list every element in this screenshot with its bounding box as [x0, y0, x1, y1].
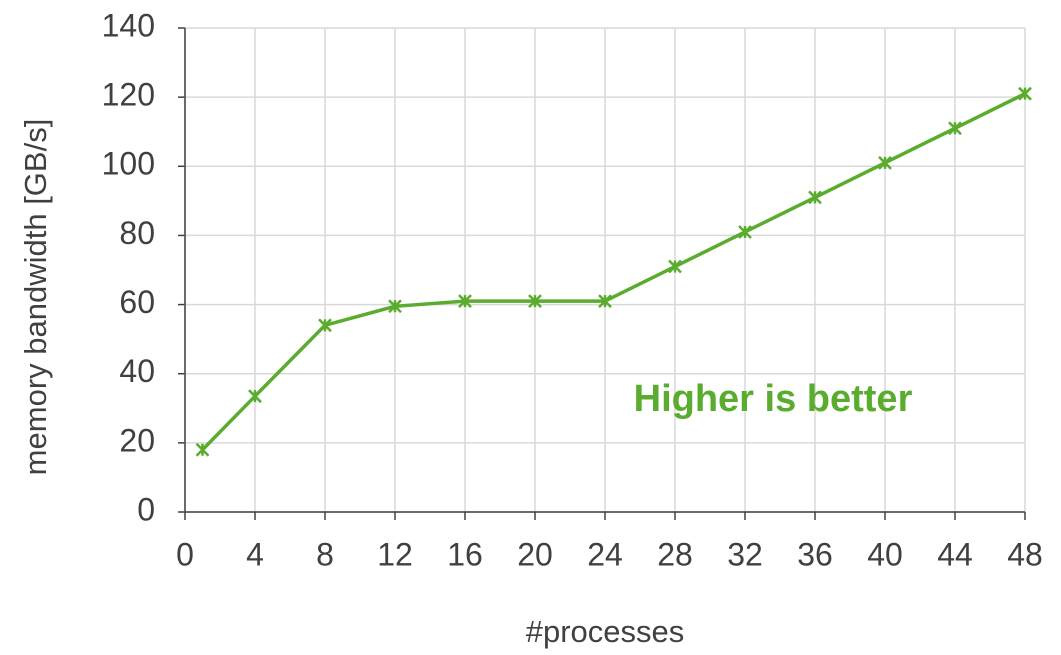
x-tick-label: 16: [447, 536, 483, 572]
marker: [878, 155, 892, 170]
x-tick-label: 40: [867, 536, 903, 572]
x-tick-label: 0: [176, 536, 194, 572]
x-tick-label: 28: [657, 536, 693, 572]
marker: [668, 259, 682, 274]
y-tick-label: 80: [119, 215, 155, 251]
x-tick-label: 32: [727, 536, 763, 572]
marker: [318, 318, 332, 333]
marker: [948, 121, 962, 136]
x-tick-label: 24: [587, 536, 623, 572]
x-tick-label: 4: [246, 536, 264, 572]
marker: [248, 389, 262, 404]
marker: [458, 294, 472, 308]
x-tick-label: 12: [377, 536, 413, 572]
y-tick-label: 120: [102, 77, 155, 113]
marker: [808, 190, 822, 205]
x-tick-label: 20: [517, 536, 553, 572]
x-tick-label: 44: [937, 536, 973, 572]
y-tick-label: 60: [119, 284, 155, 320]
y-tick-label: 20: [119, 422, 155, 458]
marker: [195, 442, 210, 457]
x-tick-label: 48: [1007, 536, 1043, 572]
annotation: Higher is better: [634, 378, 913, 420]
y-axis-label: memory bandwidth [GB/s]: [18, 119, 53, 476]
marker: [388, 299, 402, 314]
y-tick-label: 100: [102, 146, 155, 182]
y-tick-label: 140: [102, 7, 155, 43]
x-tick-label: 36: [797, 536, 833, 572]
marker: [738, 225, 752, 239]
marker: [598, 294, 612, 308]
x-tick-label: 8: [316, 536, 334, 572]
x-axis-label: #processes: [526, 614, 685, 649]
y-tick-label: 0: [137, 491, 155, 527]
y-tick-label: 40: [119, 353, 155, 389]
marker: [528, 294, 542, 308]
marker: [1018, 86, 1032, 101]
